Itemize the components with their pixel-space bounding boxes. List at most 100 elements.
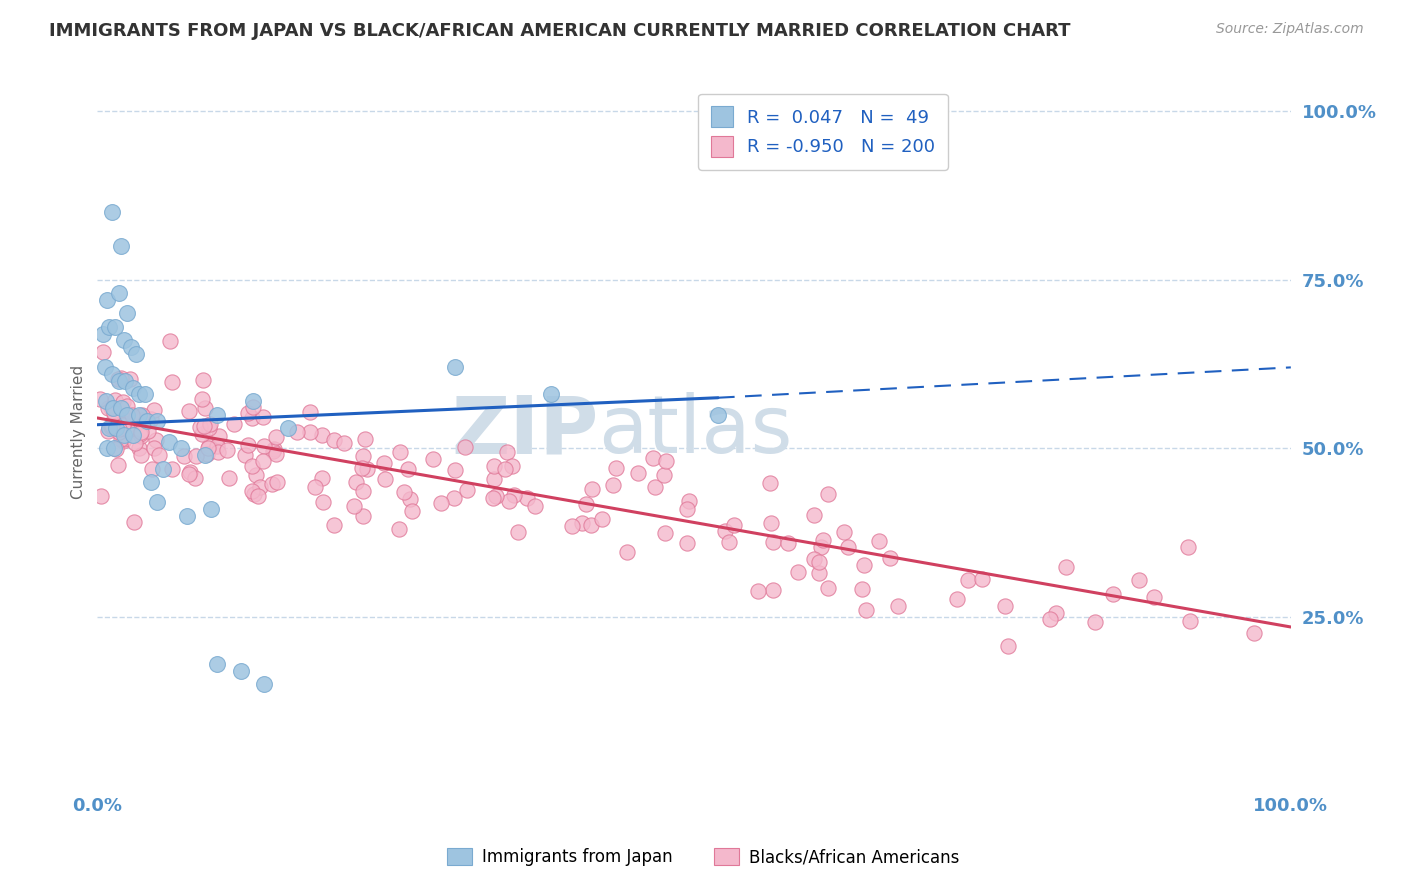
Point — [484, 472, 506, 486]
Point — [561, 519, 583, 533]
Point — [111, 417, 134, 432]
Point — [997, 639, 1019, 653]
Point — [103, 406, 125, 420]
Point — [91, 345, 114, 359]
Point — [205, 657, 228, 671]
Point — [443, 491, 465, 505]
Point — [503, 488, 526, 502]
Point — [389, 444, 412, 458]
Point — [134, 387, 156, 401]
Point — [1128, 573, 1150, 587]
Point — [817, 487, 839, 501]
Point — [111, 418, 134, 433]
Point — [120, 340, 142, 354]
Point — [139, 475, 162, 489]
Point — [222, 417, 245, 431]
Point — [323, 433, 346, 447]
Point — [482, 459, 505, 474]
Text: atlas: atlas — [599, 392, 793, 470]
Point — [90, 489, 112, 503]
Point — [160, 461, 183, 475]
Point — [994, 599, 1017, 613]
Point — [115, 408, 138, 422]
Point — [242, 411, 264, 425]
Point — [786, 565, 808, 579]
Point — [177, 404, 200, 418]
Point — [759, 516, 782, 531]
Point — [616, 544, 638, 558]
Legend: R =  0.047   N =  49, R = -0.950   N = 200: R = 0.047 N = 49, R = -0.950 N = 200 — [699, 94, 948, 169]
Point — [260, 477, 283, 491]
Point — [523, 499, 546, 513]
Point — [1045, 606, 1067, 620]
Point — [1143, 590, 1166, 604]
Point — [108, 374, 131, 388]
Point — [643, 451, 665, 466]
Point — [718, 535, 741, 549]
Point — [323, 517, 346, 532]
Point — [591, 512, 613, 526]
Point — [387, 522, 409, 536]
Point — [198, 417, 221, 432]
Point — [124, 411, 146, 425]
Point — [117, 399, 139, 413]
Point — [236, 406, 259, 420]
Point — [575, 497, 598, 511]
Point — [304, 480, 326, 494]
Point — [356, 462, 378, 476]
Point — [131, 408, 153, 422]
Point — [110, 432, 132, 446]
Point — [605, 461, 627, 475]
Text: IMMIGRANTS FROM JAPAN VS BLACK/AFRICAN AMERICAN CURRENTLY MARRIED CORRELATION CH: IMMIGRANTS FROM JAPAN VS BLACK/AFRICAN A… — [49, 22, 1071, 40]
Point — [266, 475, 288, 489]
Point — [240, 458, 263, 473]
Point — [299, 405, 322, 419]
Point — [627, 466, 650, 480]
Point — [146, 495, 169, 509]
Point — [142, 403, 165, 417]
Point — [143, 441, 166, 455]
Point — [654, 454, 676, 468]
Point — [101, 401, 124, 415]
Point — [837, 540, 859, 554]
Point — [644, 479, 666, 493]
Point — [96, 442, 118, 456]
Point — [540, 387, 562, 401]
Point — [97, 401, 120, 415]
Point — [100, 367, 122, 381]
Point — [100, 420, 122, 434]
Point — [152, 461, 174, 475]
Point — [501, 458, 523, 473]
Point — [108, 286, 131, 301]
Point — [98, 320, 121, 334]
Point — [184, 471, 207, 485]
Point — [98, 421, 121, 435]
Point — [184, 449, 207, 463]
Point — [100, 205, 122, 219]
Point — [205, 408, 228, 422]
Point — [571, 516, 593, 530]
Point — [810, 540, 832, 554]
Point — [430, 496, 453, 510]
Point — [249, 480, 271, 494]
Point — [146, 414, 169, 428]
Point — [218, 471, 240, 485]
Point — [707, 408, 730, 422]
Point — [350, 461, 373, 475]
Point — [652, 468, 675, 483]
Point — [131, 448, 153, 462]
Point — [136, 414, 159, 428]
Point — [444, 360, 467, 375]
Point — [243, 487, 266, 501]
Point — [148, 448, 170, 462]
Point — [970, 572, 993, 586]
Point — [145, 433, 167, 447]
Point — [1039, 612, 1062, 626]
Point — [157, 434, 180, 449]
Point — [91, 326, 114, 341]
Point — [128, 408, 150, 422]
Point — [396, 462, 419, 476]
Point — [1084, 615, 1107, 629]
Point — [118, 411, 141, 425]
Point — [579, 517, 602, 532]
